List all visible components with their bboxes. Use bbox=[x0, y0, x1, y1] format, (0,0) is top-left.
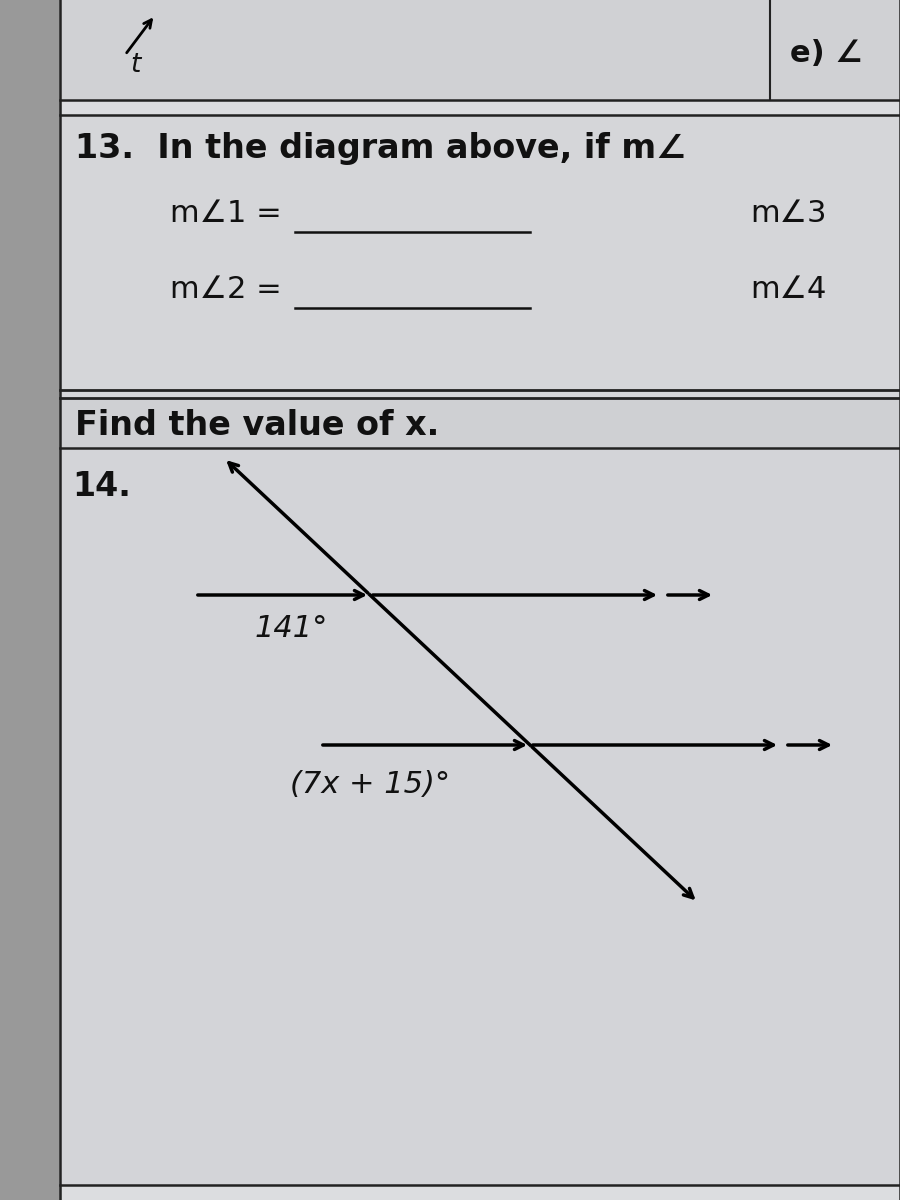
Text: m∠1 =: m∠1 = bbox=[170, 199, 292, 228]
Bar bbox=[60, 398, 900, 448]
Bar bbox=[60, 115, 900, 400]
Text: Find the value of x.: Find the value of x. bbox=[75, 409, 439, 442]
Bar bbox=[60, 448, 900, 1186]
Text: 13.  In the diagram above, if m∠: 13. In the diagram above, if m∠ bbox=[75, 132, 686, 164]
Text: m∠4: m∠4 bbox=[750, 275, 826, 304]
Text: 14.: 14. bbox=[72, 470, 130, 503]
Text: m∠2 =: m∠2 = bbox=[170, 275, 292, 304]
Bar bbox=[60, 0, 900, 100]
Bar bbox=[0, 0, 60, 1200]
Text: 141°: 141° bbox=[255, 614, 328, 643]
Text: e) ∠: e) ∠ bbox=[790, 38, 862, 68]
Text: m∠3: m∠3 bbox=[750, 199, 826, 228]
Text: (7x + 15)°: (7x + 15)° bbox=[290, 770, 450, 799]
Text: t: t bbox=[130, 52, 140, 78]
